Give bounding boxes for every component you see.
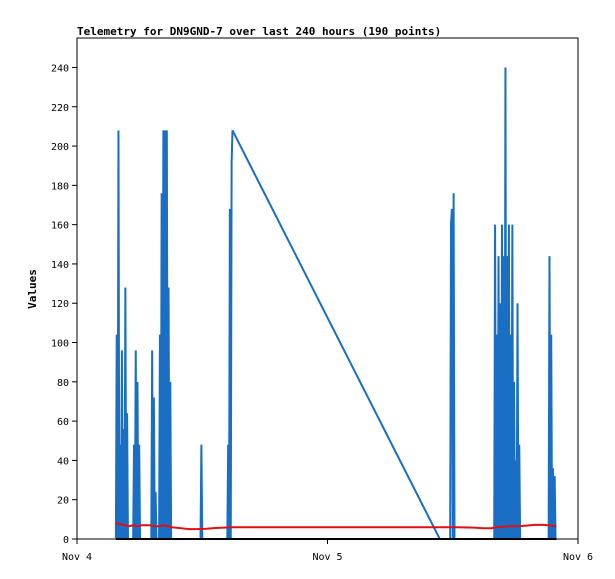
y-tick-label: 180 (51, 181, 69, 192)
x-axis-ticks: Nov 4 Nov 5 Nov 6 (62, 539, 593, 563)
y-tick-label: 140 (51, 260, 69, 271)
chart-title: Telemetry for DN9GND-7 over last 240 hou… (77, 25, 441, 38)
y-axis-label: Values (26, 269, 39, 309)
y-tick-label: 80 (57, 378, 69, 389)
y-tick-label: 40 (57, 456, 69, 467)
y-tick-label: 240 (51, 63, 69, 74)
y-tick-label: 20 (57, 496, 69, 507)
y-tick-label: 120 (51, 299, 69, 310)
y-tick-label: 220 (51, 103, 69, 114)
x-tick-label: Nov 5 (312, 552, 342, 563)
y-tick-label: 160 (51, 221, 69, 232)
x-tick-label: Nov 4 (62, 552, 92, 563)
y-tick-label: 200 (51, 142, 69, 153)
y-tick-label: 100 (51, 339, 69, 350)
y-tick-label: 0 (63, 535, 69, 546)
series-layer (114, 67, 557, 540)
y-axis-ticks: 0 20 40 60 80 100 120 140 160 180 200 220 240 (51, 63, 77, 546)
x-tick-label: Nov 6 (563, 552, 593, 563)
series-line-1 (115, 522, 557, 531)
y-tick-label: 60 (57, 417, 69, 428)
